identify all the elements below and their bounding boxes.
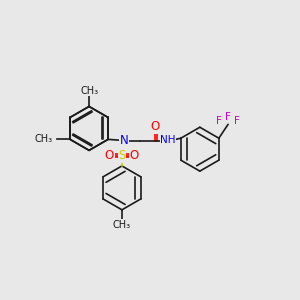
Text: S: S <box>118 149 126 162</box>
Text: F: F <box>234 116 240 126</box>
Text: F: F <box>216 116 222 126</box>
Text: O: O <box>151 120 160 134</box>
Text: O: O <box>130 149 139 162</box>
Text: O: O <box>105 149 114 162</box>
Text: F: F <box>225 112 231 122</box>
Text: N: N <box>120 134 129 147</box>
Text: CH₃: CH₃ <box>80 86 98 96</box>
Text: CH₃: CH₃ <box>34 134 53 144</box>
Text: NH: NH <box>160 135 176 145</box>
Text: CH₃: CH₃ <box>113 220 131 230</box>
